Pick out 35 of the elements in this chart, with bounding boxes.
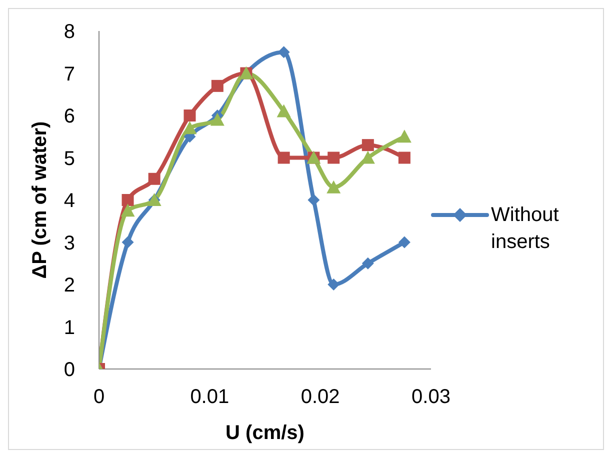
y-tick-label: 5 bbox=[64, 148, 75, 170]
y-tick-label: 6 bbox=[64, 106, 75, 128]
y-tick-label: 8 bbox=[64, 21, 75, 44]
point bbox=[276, 104, 291, 118]
y-tick-label: 7 bbox=[64, 63, 75, 86]
x-axis-title: U (cm/s) bbox=[226, 422, 304, 444]
point bbox=[122, 236, 134, 248]
point bbox=[308, 194, 320, 206]
point bbox=[326, 180, 341, 194]
point bbox=[148, 172, 160, 185]
point bbox=[328, 152, 340, 164]
point bbox=[182, 121, 197, 134]
y-tick-label: 4 bbox=[64, 190, 75, 212]
y-tick-label: 3 bbox=[64, 232, 75, 254]
point bbox=[398, 236, 410, 248]
point bbox=[122, 194, 134, 206]
x-tick-label: 0.01 bbox=[190, 386, 230, 408]
point bbox=[328, 278, 340, 290]
point bbox=[184, 110, 196, 122]
y-tick-label: 2 bbox=[64, 274, 75, 297]
point bbox=[362, 139, 374, 152]
point bbox=[211, 80, 224, 92]
point bbox=[120, 204, 135, 217]
x-tick-label: 0.03 bbox=[412, 386, 450, 408]
legend-label: Without inserts bbox=[491, 203, 560, 255]
point bbox=[278, 152, 290, 164]
y-tick-label: 1 bbox=[64, 316, 75, 339]
y-axis-title: ΔP (cm of water) bbox=[29, 121, 52, 279]
y-tick-label: 0 bbox=[64, 359, 75, 382]
x-tick-label: 0 bbox=[93, 386, 105, 408]
point bbox=[210, 112, 224, 126]
point bbox=[397, 130, 412, 143]
point bbox=[362, 257, 374, 270]
point bbox=[398, 152, 410, 164]
x-tick-label: 0.02 bbox=[300, 386, 340, 408]
